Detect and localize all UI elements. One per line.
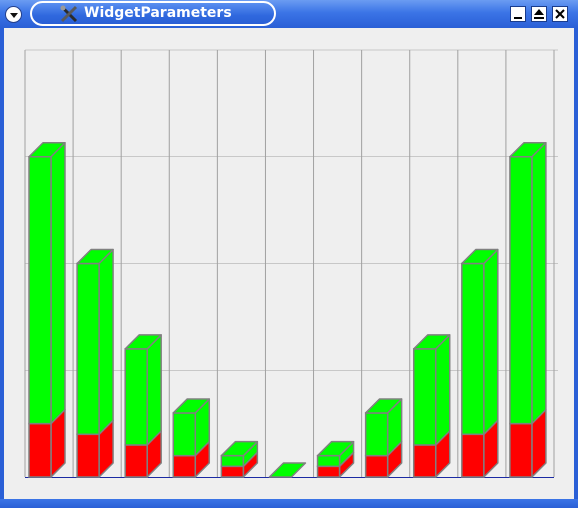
bar-green-side: [434, 334, 451, 446]
bar-green: [364, 412, 389, 457]
minimize-icon: [514, 17, 522, 19]
bar-top: [76, 248, 114, 265]
bar-top: [172, 398, 211, 414]
bar-red: [364, 454, 389, 478]
bar-top: [28, 142, 66, 158]
bar-red: [76, 433, 100, 478]
close-icon: [555, 9, 565, 19]
bar-top: [124, 334, 162, 350]
bar-red: [172, 454, 197, 478]
minimize-button[interactable]: [510, 6, 526, 22]
bar-red: [220, 465, 245, 478]
bar-top: [268, 462, 307, 478]
bar-green: [28, 156, 52, 425]
bar-top: [461, 248, 499, 265]
chevron-down-icon: [10, 13, 18, 18]
window-menu-button[interactable]: [5, 6, 22, 23]
bar-green: [220, 454, 245, 468]
bar-green-side: [98, 248, 114, 436]
bar-top: [364, 398, 403, 414]
bar-green: [76, 262, 100, 436]
bar-red: [509, 422, 533, 478]
bar-red: [28, 422, 52, 478]
bar-chart: [24, 49, 558, 478]
bar-green: [316, 454, 341, 468]
bar-green: [124, 348, 148, 446]
title-bar[interactable]: WidgetParameters: [0, 0, 578, 28]
tools-icon: [60, 5, 78, 23]
maximize-icon: [534, 9, 544, 19]
bar-top: [220, 440, 259, 457]
bar-green-side: [146, 334, 162, 446]
bar-green-side: [50, 142, 66, 425]
bar-top: [316, 440, 355, 457]
bar-red: [124, 444, 148, 478]
bar-top: [509, 142, 547, 158]
close-button[interactable]: [552, 6, 568, 22]
bar-red: [412, 444, 437, 478]
bar-green: [461, 262, 485, 436]
bar-green-side: [483, 248, 499, 436]
window-title: WidgetParameters: [84, 5, 232, 21]
bar-green: [509, 156, 533, 425]
window-bottom-border: [0, 499, 578, 508]
bar-red: [461, 433, 485, 478]
chart-area: [4, 28, 574, 499]
bar-top: [412, 334, 451, 350]
bar-green-side: [531, 142, 547, 425]
bar-green: [172, 412, 197, 457]
maximize-button[interactable]: [531, 6, 547, 22]
bar-green: [412, 348, 437, 446]
bar-red: [316, 465, 341, 478]
